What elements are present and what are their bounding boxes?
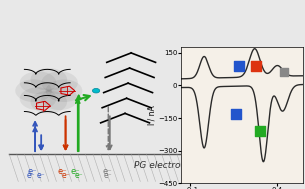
- Point: [237, 64, 242, 67]
- Text: e⁻: e⁻: [37, 171, 45, 180]
- Point: [233, 112, 238, 115]
- Point: [257, 130, 262, 133]
- Circle shape: [41, 71, 78, 94]
- Text: e⁻: e⁻: [61, 171, 70, 180]
- Point: [254, 64, 259, 67]
- Circle shape: [30, 68, 67, 91]
- Circle shape: [20, 71, 56, 94]
- Text: PG electrode: PG electrode: [134, 161, 192, 170]
- Text: e⁻: e⁻: [58, 167, 67, 176]
- Circle shape: [92, 88, 100, 93]
- Y-axis label: I / nA: I / nA: [148, 105, 156, 125]
- Circle shape: [15, 79, 52, 102]
- Text: e⁻: e⁻: [104, 171, 113, 180]
- Text: e⁻: e⁻: [26, 171, 35, 180]
- Circle shape: [41, 87, 78, 110]
- Text: e⁻: e⁻: [71, 167, 81, 176]
- Text: e⁻: e⁻: [27, 167, 37, 176]
- Circle shape: [20, 87, 56, 110]
- Circle shape: [46, 79, 82, 102]
- Text: e⁻: e⁻: [102, 167, 112, 176]
- Point: [282, 71, 287, 74]
- Circle shape: [30, 91, 67, 113]
- Text: e⁻: e⁻: [74, 171, 83, 180]
